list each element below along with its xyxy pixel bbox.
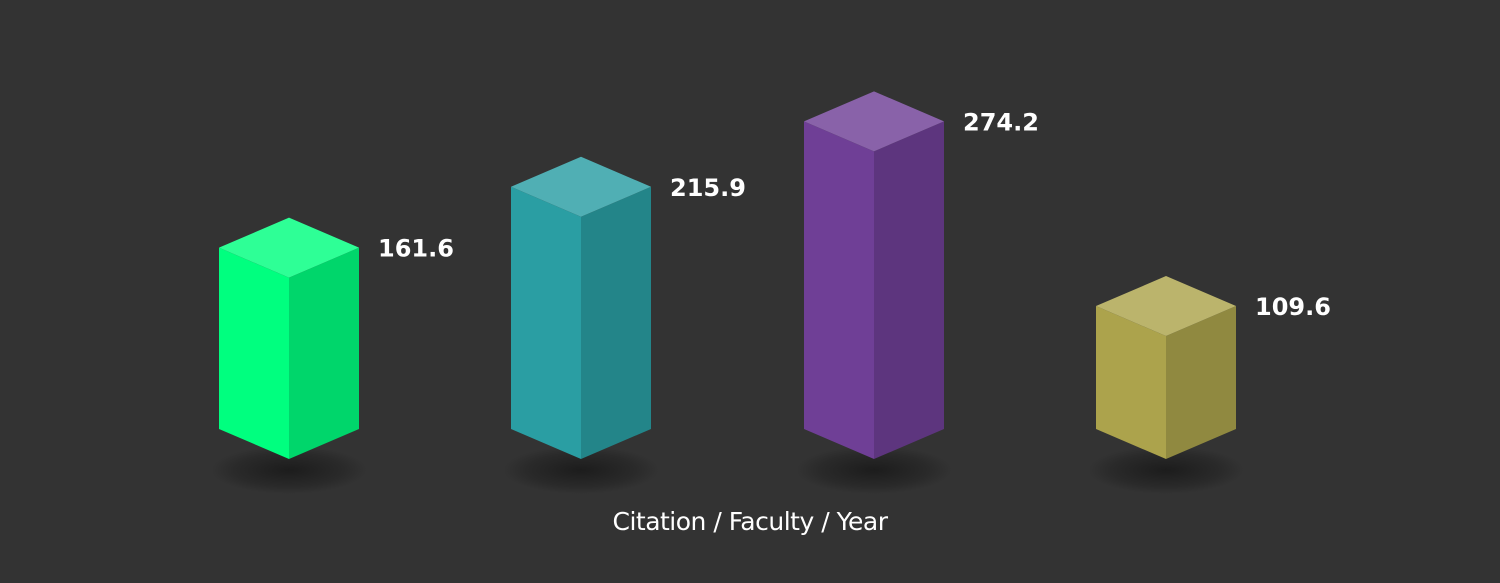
bar-shadow: [796, 446, 952, 494]
bar-value-label: 274.2: [963, 108, 1039, 136]
bar-top-face: [1096, 276, 1236, 337]
bar-left-face: [1096, 306, 1166, 459]
bar-column-2: 215.9: [503, 156, 746, 494]
bar-column-1: 161.6: [211, 217, 454, 494]
bar-top-face: [804, 91, 944, 152]
bar-left-face: [219, 247, 289, 459]
bar-shadow: [211, 446, 367, 494]
bar-left-face: [511, 186, 581, 459]
bar-left-face: [804, 121, 874, 460]
x-axis-caption: Citation / Faculty / Year: [612, 507, 888, 536]
bar-right-face: [581, 186, 651, 459]
bar-shadow: [1088, 446, 1244, 494]
bar-top-face: [511, 156, 651, 217]
bar-value-label: 109.6: [1255, 293, 1331, 321]
bar-right-face: [874, 121, 944, 460]
bar-column-3: 274.2: [796, 91, 1039, 494]
bar-value-label: 215.9: [670, 174, 746, 202]
bars-layer: 161.6 215.9 274.2 109.6: [211, 91, 1331, 494]
bar-column-4: 109.6: [1088, 276, 1331, 494]
bar-shadow: [503, 446, 659, 494]
bar-top-face: [219, 217, 359, 278]
bar-right-face: [289, 247, 359, 459]
bar-value-label: 161.6: [378, 235, 454, 263]
bar-right-face: [1166, 306, 1236, 459]
